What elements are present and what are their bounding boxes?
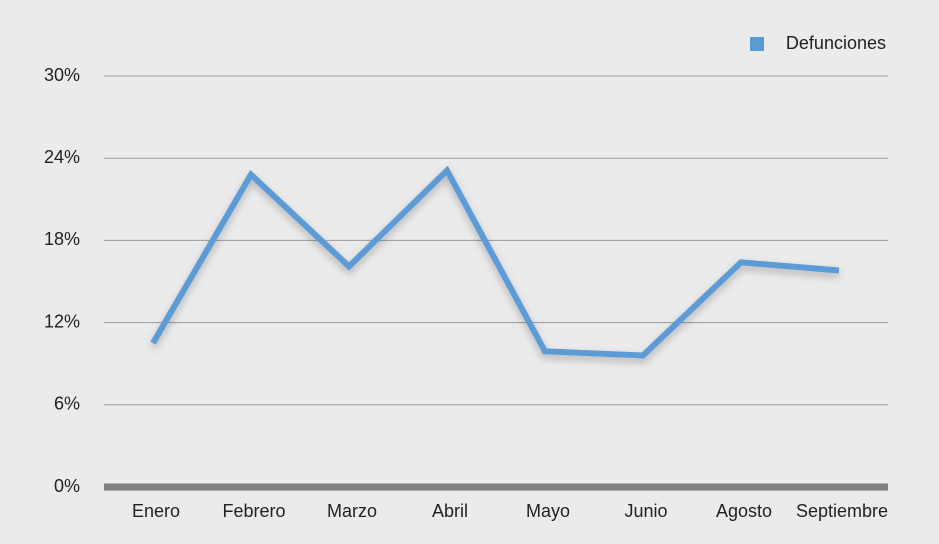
x-tick-label: Junio: [624, 501, 667, 521]
x-tick-label: Marzo: [327, 501, 377, 521]
y-tick-label: 0%: [54, 476, 80, 496]
y-tick-label: 12%: [44, 311, 80, 331]
y-tick-label: 6%: [54, 394, 80, 414]
x-tick-label: Enero: [132, 501, 180, 521]
legend-label: Defunciones: [786, 33, 886, 53]
y-tick-label: 18%: [44, 229, 80, 249]
y-tick-label: 30%: [44, 65, 80, 85]
y-tick-label: 24%: [44, 147, 80, 167]
x-tick-label: Febrero: [222, 501, 285, 521]
x-tick-label: Septiembre: [796, 501, 888, 521]
legend-swatch: [750, 37, 764, 51]
x-tick-label: Abril: [432, 501, 468, 521]
data-line: [150, 165, 840, 359]
x-tick-label: Mayo: [526, 501, 570, 521]
x-tick-label: Agosto: [716, 501, 772, 521]
